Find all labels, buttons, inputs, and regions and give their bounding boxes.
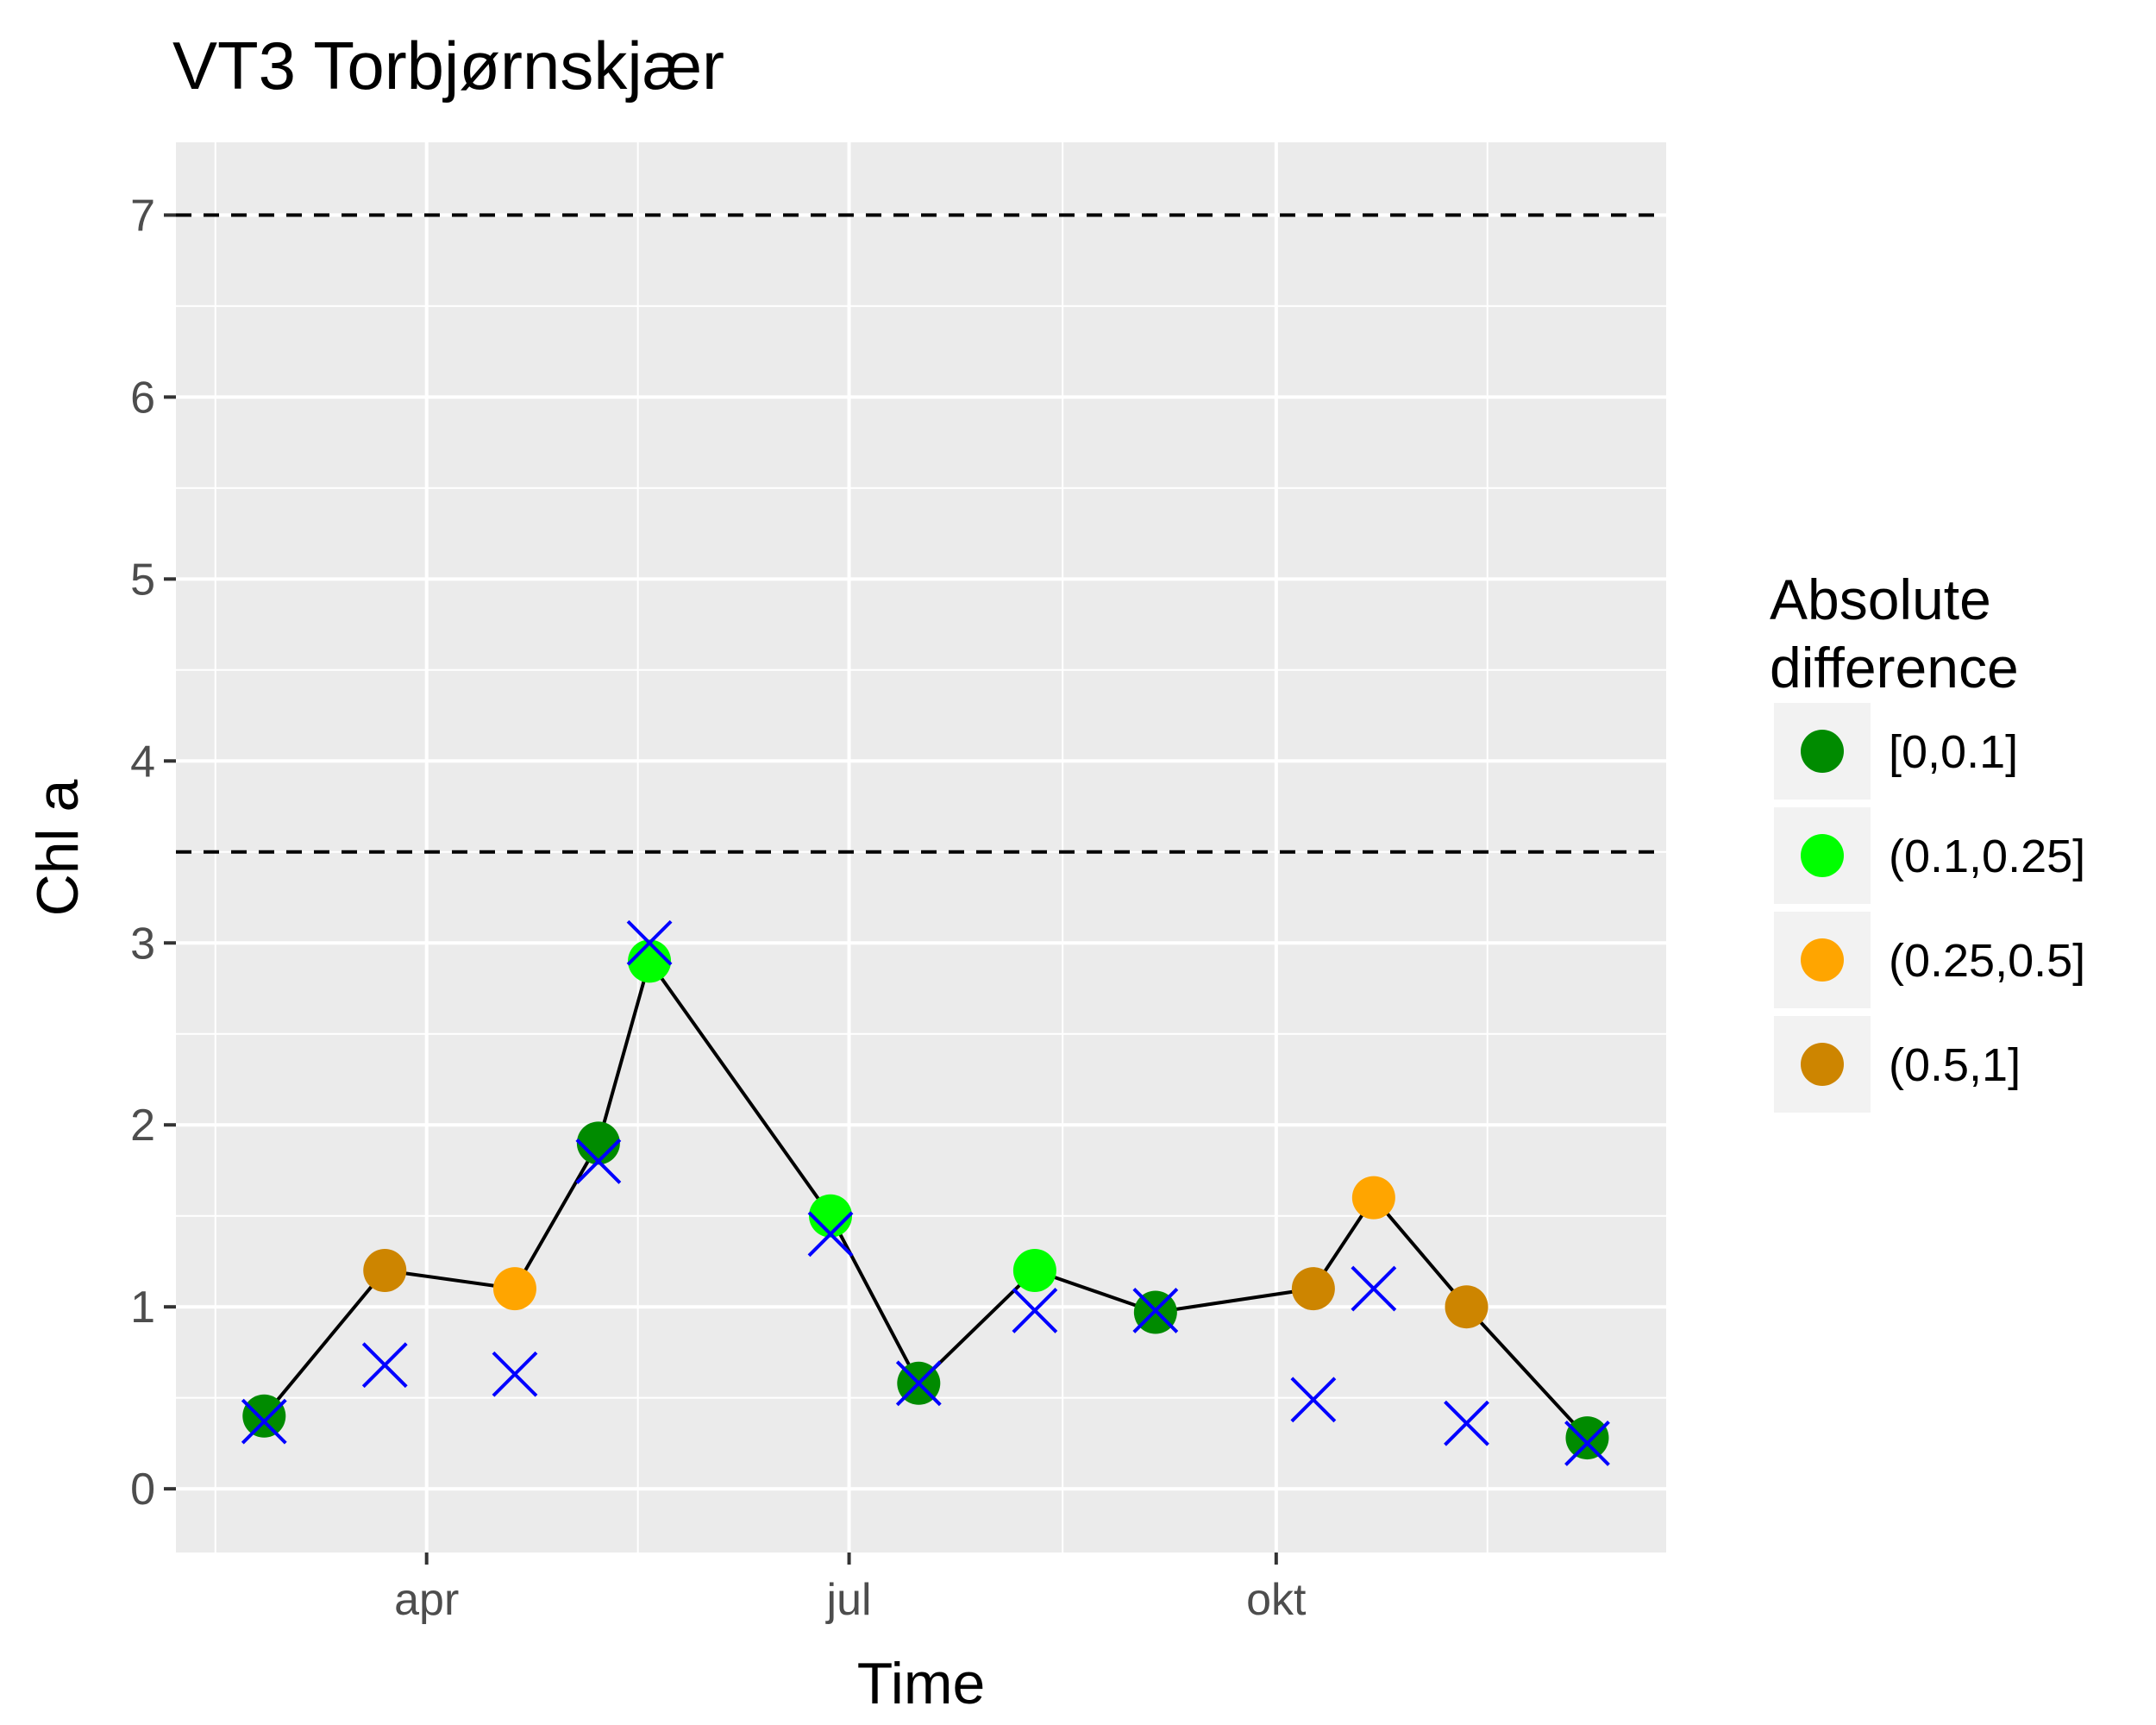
cross-marker [1351, 1265, 1397, 1312]
legend-label: [0,0.1] [1889, 726, 2018, 778]
x-tick-label: okt [1246, 1575, 1307, 1625]
data-point [628, 939, 672, 983]
cross-marker [1132, 1287, 1179, 1333]
cross-marker [807, 1211, 854, 1258]
x-tick-label: jul [825, 1575, 872, 1625]
y-tick-label: 4 [130, 737, 155, 787]
legend-label: (0.5,1] [1889, 1039, 2021, 1091]
legend-label: (0.1,0.25] [1889, 831, 2085, 882]
cross-marker [1444, 1400, 1489, 1446]
y-tick-label: 3 [130, 919, 155, 969]
legend-title-line-2: difference [1770, 636, 2019, 699]
data-point [1291, 1267, 1335, 1311]
data-point [1351, 1176, 1395, 1220]
legend: Absolute difference [0,0.1] (0.1,0.25] (0.… [1770, 568, 2085, 1113]
y-tick-label: 1 [130, 1283, 155, 1333]
cross-marker [575, 1138, 622, 1184]
legend-dot [1801, 834, 1844, 877]
cross-markers [241, 919, 1610, 1466]
reference-lines [176, 213, 1666, 854]
cross-marker [1290, 1377, 1337, 1423]
cross-marker [1564, 1421, 1610, 1466]
y-tick-label: 5 [130, 555, 155, 605]
legend-dot [1801, 938, 1844, 982]
y-tick-label: 0 [130, 1465, 155, 1515]
cross-marker [241, 1398, 287, 1445]
y-tick-label: 6 [130, 373, 155, 423]
minor-grid [176, 142, 1666, 1552]
x-axis-title: Time [857, 1651, 986, 1716]
data-point [363, 1249, 407, 1292]
data-point [1012, 1249, 1056, 1292]
y-tick-label: 2 [130, 1101, 155, 1151]
y-axis: 0 1 2 3 4 5 6 7 [130, 191, 176, 1515]
cross-marker [626, 919, 673, 966]
cross-marker [895, 1360, 942, 1407]
data-point [809, 1194, 853, 1238]
data-point [242, 1394, 286, 1438]
data-point [1445, 1285, 1489, 1329]
y-tick-label: 7 [130, 191, 155, 241]
x-axis: apr jul okt [394, 1552, 1307, 1625]
legend-label: (0.25,0.5] [1889, 935, 2085, 987]
plot-panel [176, 142, 1666, 1552]
cross-marker [1012, 1287, 1058, 1333]
data-point [492, 1267, 536, 1311]
x-tick-label: apr [394, 1575, 459, 1625]
cross-marker [492, 1351, 538, 1397]
y-axis-title: Chl a [25, 779, 91, 916]
cross-marker [361, 1342, 408, 1389]
chart-title: VT3 Torbjørnskjær [172, 28, 724, 104]
legend-title-line-1: Absolute [1770, 568, 1991, 631]
data-point [1565, 1416, 1609, 1460]
legend-dot [1801, 1043, 1844, 1086]
data-point [576, 1121, 620, 1165]
legend-dot [1801, 730, 1844, 773]
